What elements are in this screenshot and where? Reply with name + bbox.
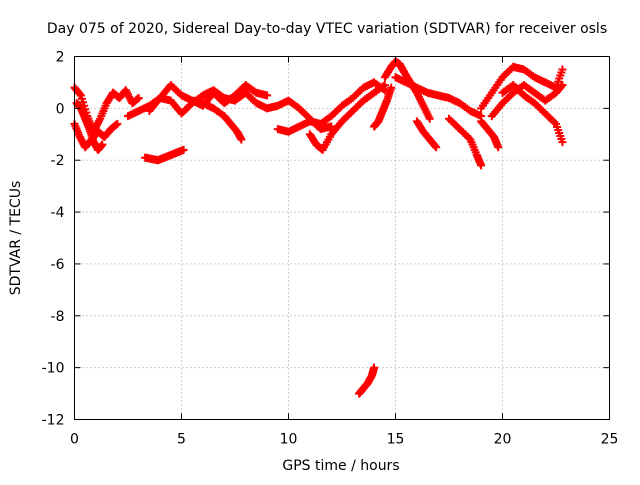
x-axis-label: GPS time / hours: [282, 458, 399, 474]
x-tick-label: 10: [280, 432, 298, 448]
data-point: [134, 93, 143, 102]
data-point: [263, 91, 272, 100]
data-point: [75, 90, 84, 99]
data-point: [98, 140, 107, 149]
data-point: [432, 143, 441, 152]
series-track-11: [355, 363, 379, 398]
y-tick-label: 0: [56, 101, 65, 117]
series-track-17: [477, 117, 503, 152]
y-tick-label: -4: [51, 205, 65, 221]
y-axis-label: SDTVAR / TECUs: [8, 181, 24, 296]
data-point: [113, 119, 122, 128]
chart-title: Day 075 of 2020, Sidereal Day-to-day VTE…: [47, 21, 607, 37]
data-point: [179, 145, 188, 154]
data-point: [425, 114, 434, 123]
y-tick-label: -12: [42, 413, 65, 429]
x-tick-label: 15: [387, 432, 405, 448]
x-tick-label: 20: [494, 432, 512, 448]
data-point: [558, 81, 567, 90]
data-point: [558, 65, 567, 74]
data-point: [387, 83, 396, 92]
series-track-15: [412, 117, 441, 152]
series-track-10: [305, 81, 389, 154]
data-point: [557, 82, 566, 91]
series-track-16: [445, 114, 486, 170]
x-tick-label: 25: [601, 432, 619, 448]
series-track-3: [72, 99, 107, 154]
data-point: [494, 143, 503, 152]
data-point: [431, 141, 440, 150]
series-track-4: [124, 86, 250, 121]
y-tick-label: -6: [51, 257, 65, 273]
data-point: [380, 81, 389, 90]
y-tick-label: -2: [51, 153, 65, 169]
y-tick-label: -8: [51, 309, 65, 325]
grid-lines: [74, 56, 610, 420]
y-tick-label: -10: [42, 361, 65, 377]
x-tick-label: 5: [177, 432, 186, 448]
plot-frame: [74, 56, 610, 420]
series-track-12: [370, 83, 396, 131]
series-track-18: [477, 62, 567, 113]
data-point: [370, 363, 379, 372]
series-track-14: [391, 73, 486, 121]
series-track-9: [273, 78, 389, 136]
data-marks: [70, 57, 567, 398]
series-track-6: [141, 145, 188, 165]
series-track-2: [70, 119, 122, 152]
data-point: [477, 161, 486, 170]
data-point: [558, 138, 567, 147]
y-tick-label: 2: [56, 50, 65, 66]
series-track-20: [498, 81, 567, 147]
x-tick-label: 0: [70, 432, 79, 448]
series-track-7: [188, 96, 246, 144]
data-point: [237, 135, 246, 144]
